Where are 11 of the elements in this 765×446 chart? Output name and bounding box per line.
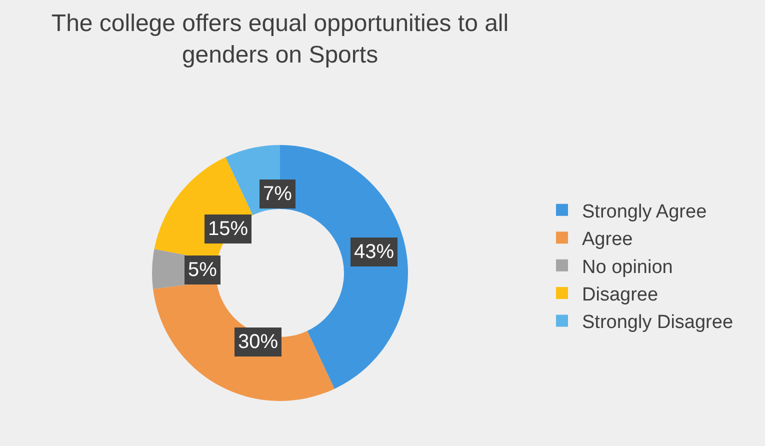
legend-label: No opinion [582, 256, 673, 278]
legend-label: Strongly Disagree [582, 312, 734, 334]
legend-label: Strongly Agree [582, 201, 707, 222]
data-label: 15% [208, 218, 248, 240]
data-label: 43% [354, 241, 394, 263]
data-label: 5% [188, 259, 218, 281]
legend-label: Agree [582, 229, 633, 250]
chart-title: The college offers equal opportunities to all genders on Sports [51, 10, 509, 68]
data-label: 30% [238, 331, 278, 353]
legend-label: Disagree [582, 284, 658, 306]
data-label: 7% [263, 183, 292, 205]
